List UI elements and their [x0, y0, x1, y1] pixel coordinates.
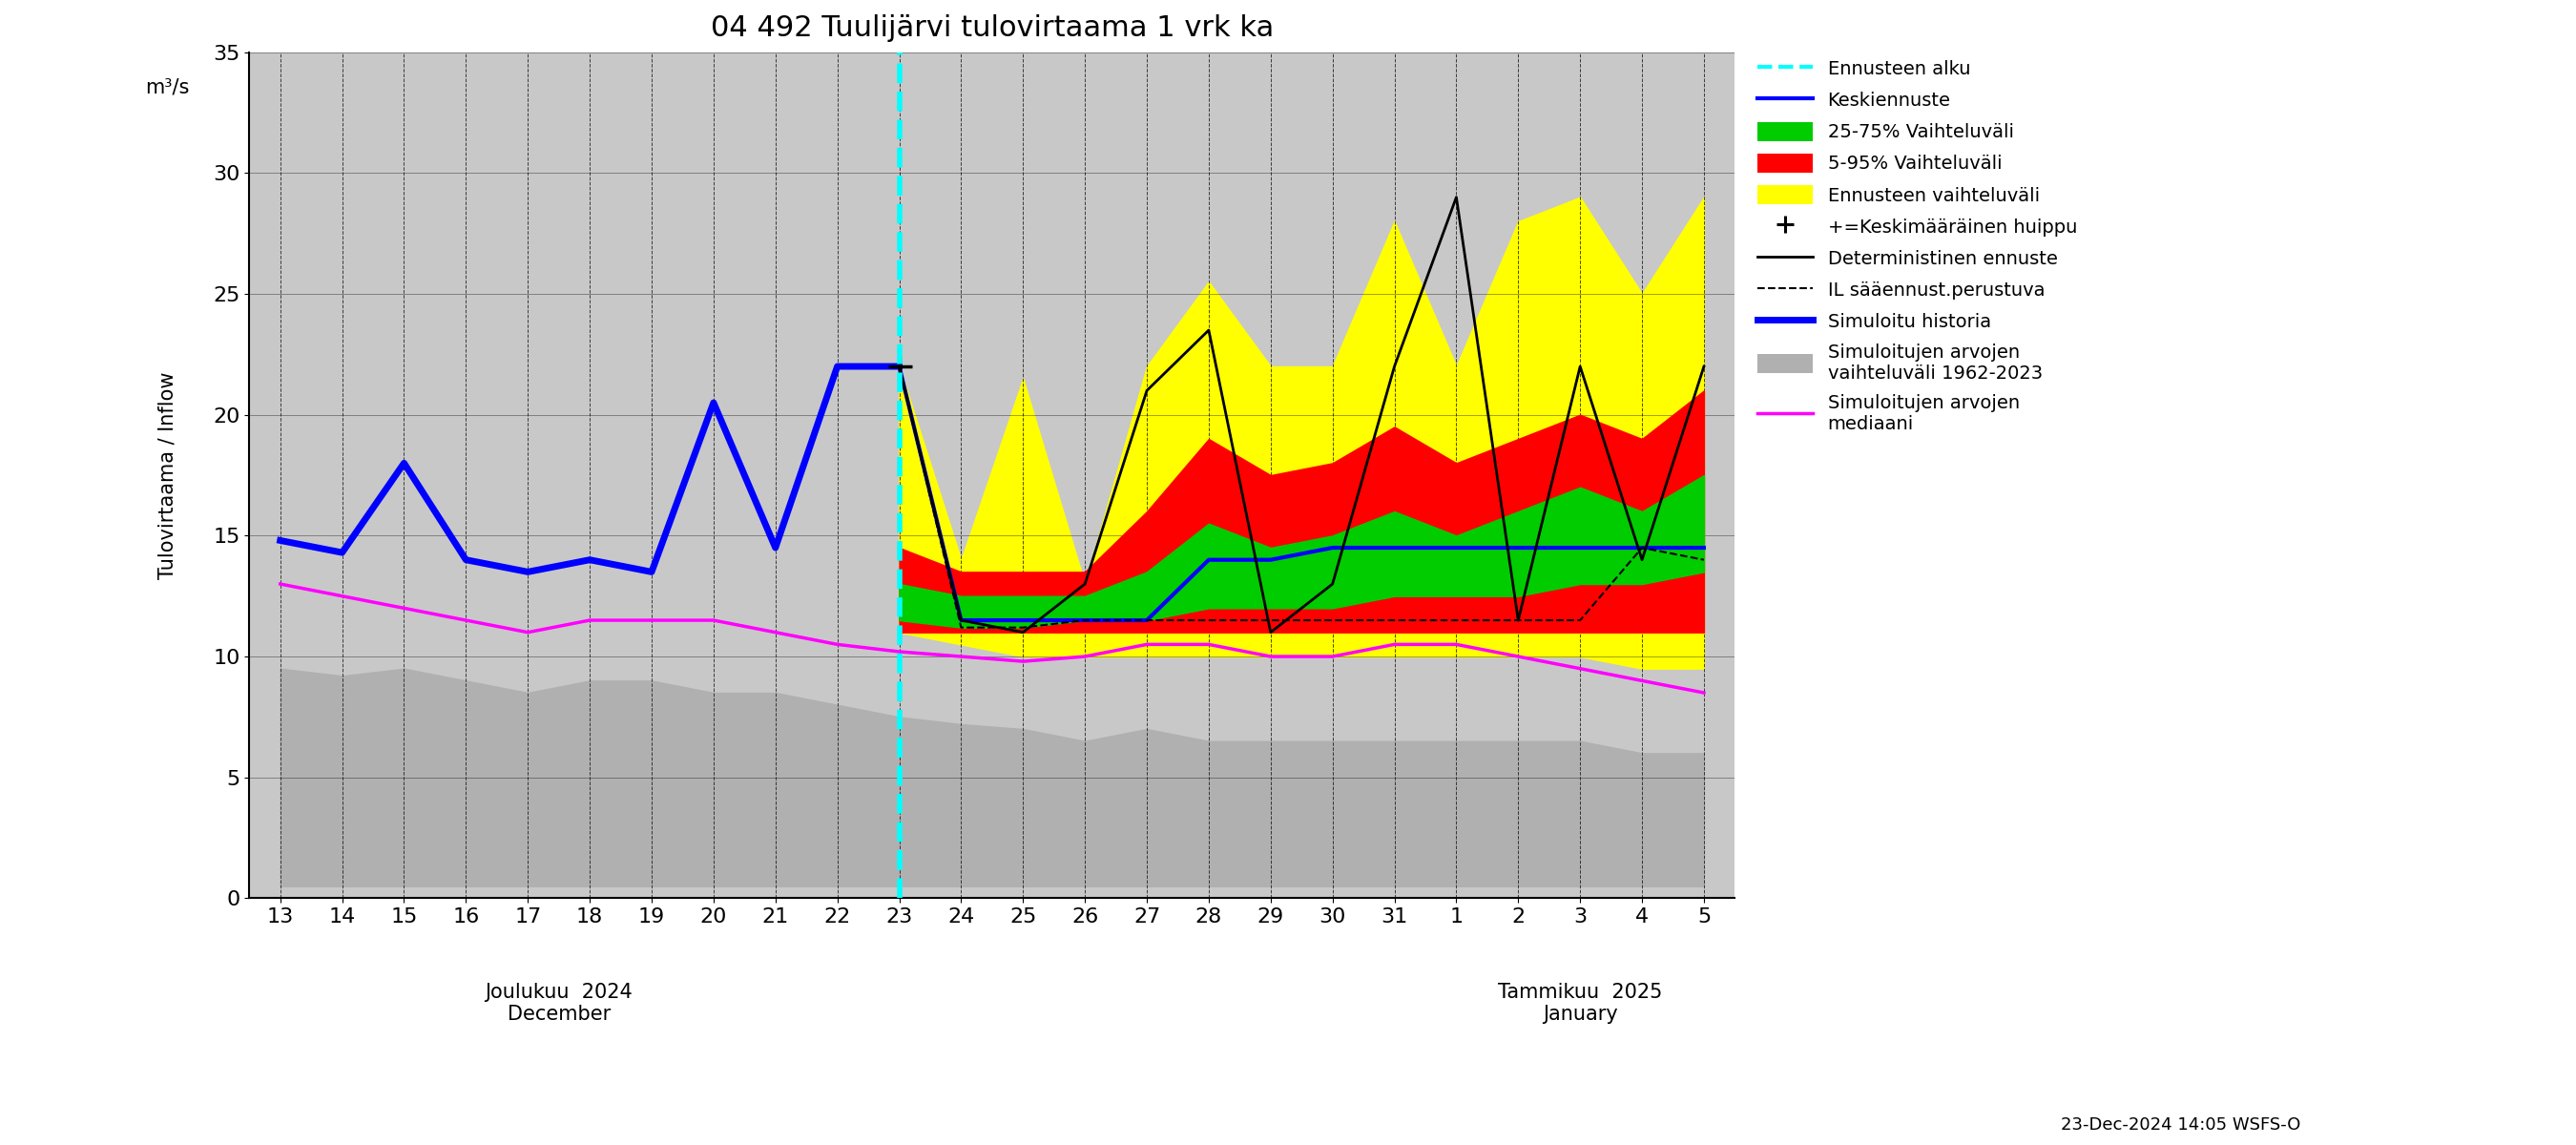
Title: 04 492 Tuulijärvi tulovirtaama 1 vrk ka: 04 492 Tuulijärvi tulovirtaama 1 vrk ka	[711, 14, 1273, 42]
Text: Tammikuu  2025
January: Tammikuu 2025 January	[1497, 982, 1662, 1024]
Text: m³/s: m³/s	[144, 78, 191, 96]
Legend: Ennusteen alku, Keskiennuste, 25-75% Vaihteluväli, 5-95% Vaihteluväli, Ennusteen: Ennusteen alku, Keskiennuste, 25-75% Vai…	[1752, 53, 2081, 440]
Text: Tulovirtaama / Inflow: Tulovirtaama / Inflow	[157, 371, 178, 579]
Text: Joulukuu  2024
December: Joulukuu 2024 December	[484, 982, 634, 1024]
Text: 23-Dec-2024 14:05 WSFS-O: 23-Dec-2024 14:05 WSFS-O	[2061, 1116, 2300, 1134]
